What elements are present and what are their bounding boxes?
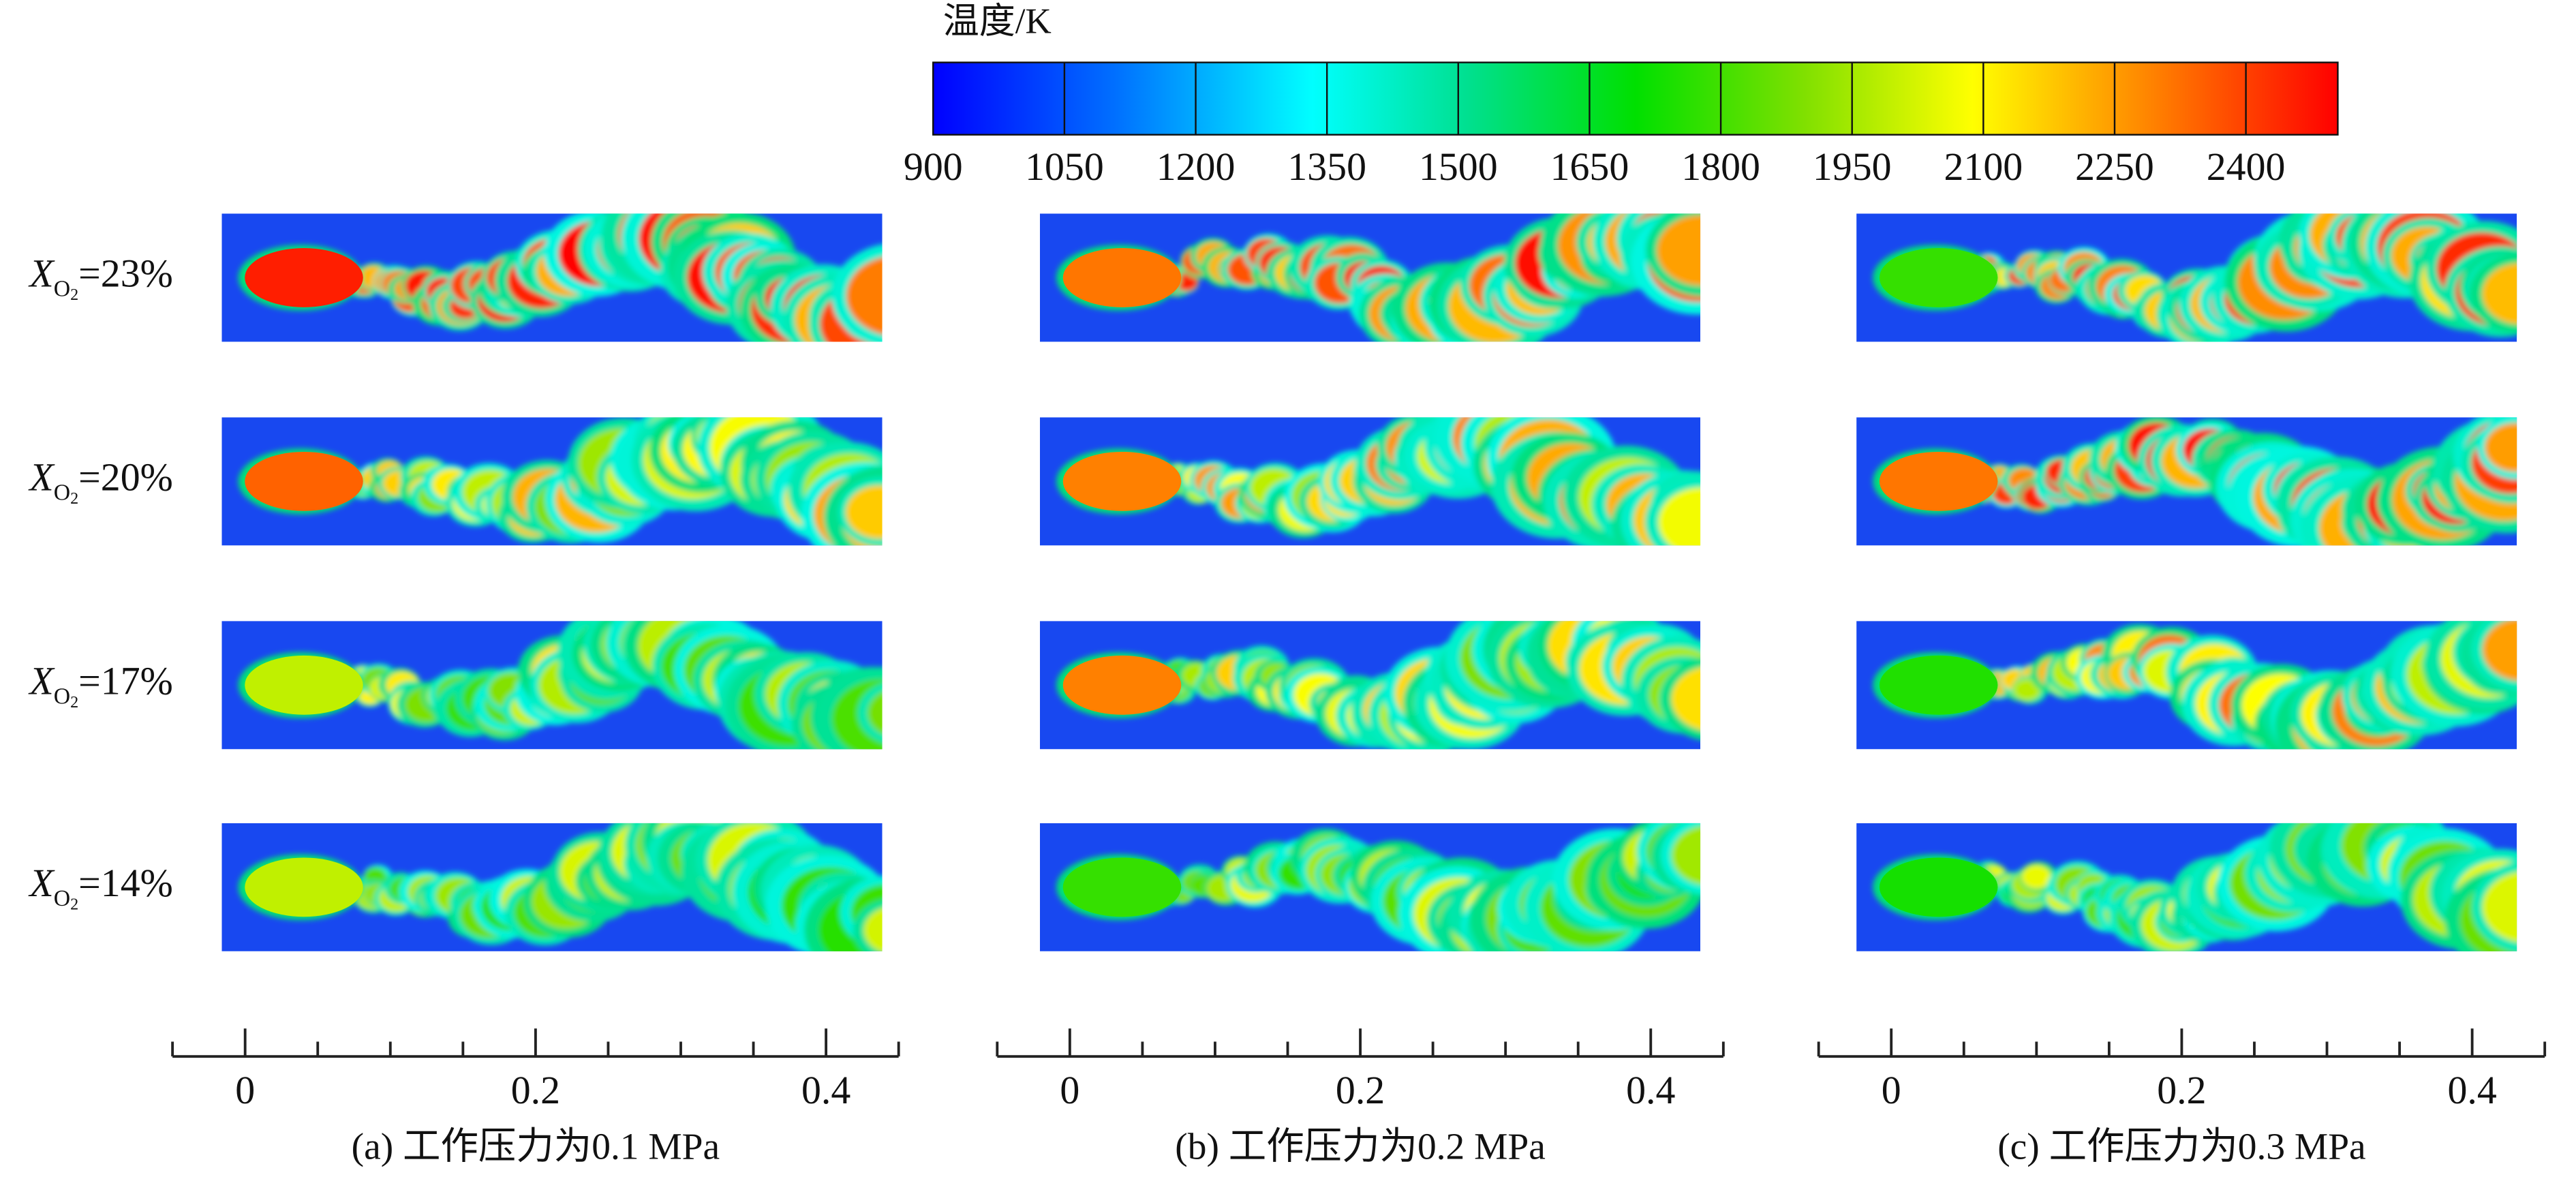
contour-image [1856,823,2517,951]
contour-image [1856,621,2517,750]
colorbar-tick-label: 1350 [1287,144,1366,189]
contour-field [238,417,883,546]
contour-blob [2484,423,2517,472]
contour-image [221,213,883,342]
x-tick-label: 0.2 [2157,1068,2206,1112]
row-label-text: =17% [78,659,173,703]
row-label-subsub: 2 [70,286,78,303]
colorbar-tick-label: 1500 [1419,144,1498,189]
row-label-sub: O [54,684,70,709]
flame-head [245,451,363,511]
contour-blob [1658,487,1701,546]
panel-caption: (a) 工作压力为0.1 MPa [352,1125,720,1167]
contour-field [1873,213,2517,342]
contour-blob [2482,621,2517,681]
contour-blob [2021,865,2051,889]
contour-field [1056,621,1701,750]
colorbar [932,61,2339,136]
row-label: XO2=14% [28,861,172,913]
row-label-subsub: 2 [70,693,78,711]
x-tick-label: 0.4 [801,1068,850,1112]
x-tick-label: 0.4 [2447,1068,2496,1112]
contour-blob [2013,678,2041,701]
contour-field [1873,823,2517,951]
x-tick-label: 0 [235,1068,255,1112]
contour-blob [1657,215,1701,286]
contour-blob [863,908,883,951]
colorbar-tick-label: 1050 [1025,144,1104,189]
row-label: XO2=20% [28,455,172,508]
x-tick-label: 0.4 [1626,1068,1675,1112]
contour-image [221,417,883,546]
contour-image [221,823,883,951]
contour-image [221,621,883,750]
contour-image [1039,621,1701,750]
contour-field [1873,621,2517,750]
contour-field [1873,417,2517,546]
flame-head [245,248,363,307]
contour-image [1856,417,2517,546]
flame-head [1062,857,1182,917]
row-label-text: =20% [78,455,173,500]
contour-image [1039,213,1701,342]
contour-image [1856,213,2517,342]
x-tick-label: 0 [1882,1068,1901,1112]
row-label-var: X [28,861,55,905]
contour-blob [845,485,883,539]
row-label-var: X [28,251,55,296]
colorbar-tick-label: 900 [904,144,963,189]
panel-caption: (c) 工作压力为0.3 MPa [1997,1125,2365,1167]
colorbar-title: 温度/K [943,1,1052,41]
row-label-subsub: 2 [70,895,78,913]
contour-image [1039,417,1701,546]
colorbar-tick-label: 2250 [2075,144,2154,189]
row-label-sub: O [54,480,70,505]
row-label-var: X [28,659,55,703]
panel-caption: (b) 工作压力为0.2 MPa [1175,1125,1546,1167]
colorbar-tick-label: 1800 [1681,144,1760,189]
colorbar-tick-label: 1650 [1550,144,1629,189]
flame-head [1062,655,1182,715]
contour-blob [867,692,883,735]
contour-blob [2482,263,2517,324]
flame-head [245,655,363,715]
contour-blob [846,257,883,335]
contour-field [238,621,883,750]
row-label-text: =23% [78,251,173,296]
flame-head [1879,451,1998,511]
x-tick-label: 0.2 [511,1068,560,1112]
row-label-text: =14% [78,861,173,905]
contour-field [1056,213,1701,342]
contour-blob [2482,872,2517,943]
flame-head [1879,248,1998,307]
contour-blob [1671,826,1701,885]
colorbar-tick-label: 1950 [1813,144,1892,189]
flame-head [1062,451,1182,511]
row-label-var: X [28,455,55,500]
contour-blob [1671,667,1701,730]
colorbar-tick-label: 2100 [1944,144,2023,189]
row-label-sub: O [54,276,70,301]
x-tick-label: 0.2 [1336,1068,1385,1112]
contour-field [1056,823,1701,951]
flame-head [1062,248,1182,307]
colorbar-tick-label: 1200 [1156,144,1236,189]
row-label-sub: O [54,886,70,911]
row-label-subsub: 2 [70,489,78,507]
row-label: XO2=17% [28,659,172,711]
flame-head [1879,857,1998,917]
row-label: XO2=23% [28,251,172,304]
colorbar-tick-label: 2400 [2207,144,2286,189]
flame-head [245,857,363,917]
contour-image [1039,823,1701,951]
x-tick-label: 0 [1060,1068,1079,1112]
flame-head [1879,655,1998,715]
